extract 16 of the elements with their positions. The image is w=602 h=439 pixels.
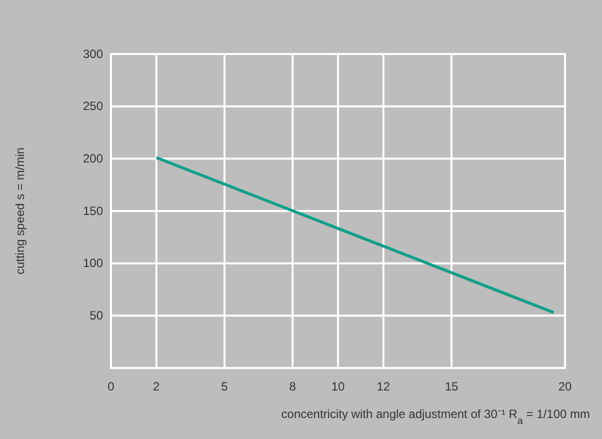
y-tick-label: 100 [82, 256, 104, 270]
x-tick-label: 10 [331, 380, 345, 394]
x-tick-label: 12 [376, 380, 390, 394]
x-axis-title: concentricity with angle adjustment of 30⁻¹ R$_{a}$ = 1/100 mm [281, 407, 590, 426]
x-tick-label: 20 [558, 380, 572, 394]
x-tick-label: 15 [444, 380, 458, 394]
x-tick-label: 0 [108, 380, 115, 394]
y-axis-title: cutting speed s = m/min [13, 147, 27, 275]
y-tick-label: 250 [82, 99, 104, 114]
x-tick-label: 5 [221, 380, 228, 394]
x-tick-label: 8 [289, 380, 296, 394]
y-tick-label: 200 [82, 152, 104, 166]
y-tick-label: 50 [90, 308, 104, 323]
x-tick-label: 2 [153, 380, 160, 394]
y-tick-label: 150 [82, 204, 104, 218]
y-tick-label: 300 [82, 46, 104, 61]
